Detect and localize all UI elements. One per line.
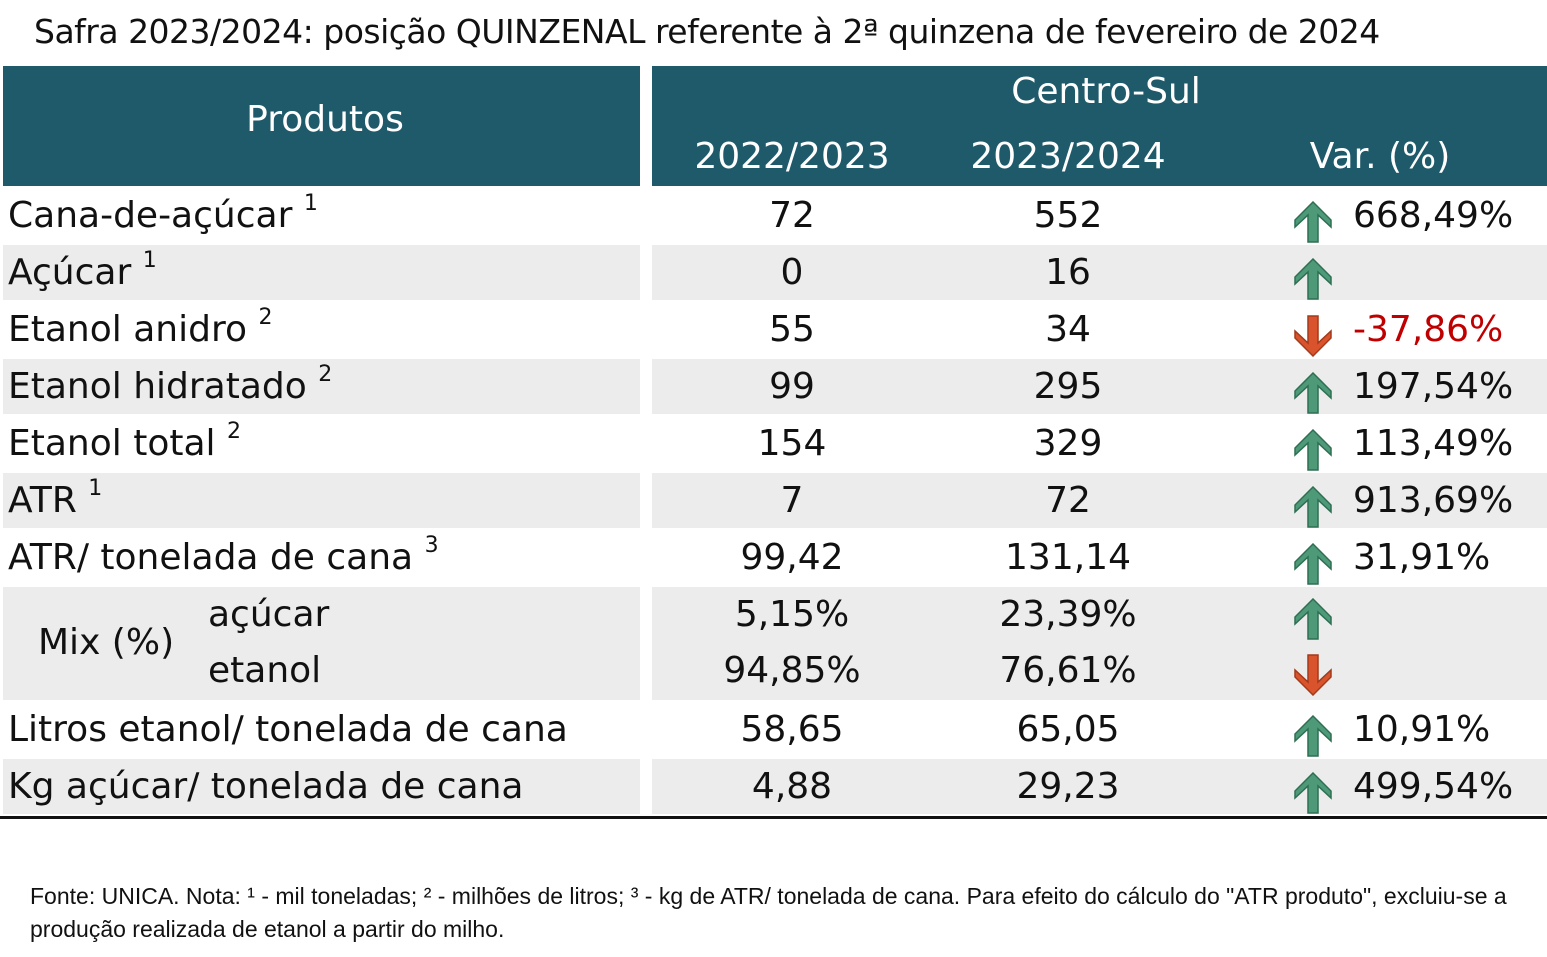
row-label-text: Etanol total	[8, 423, 216, 464]
value-var: 913,69%	[1353, 480, 1514, 521]
table-row: ATR 1 7 72 913,69%	[0, 472, 1547, 529]
value-var: 499,54%	[1353, 766, 1514, 807]
table-bottom-border	[0, 816, 1547, 819]
table-row-mix: Mix (%) açúcar 5,15% 23,39% etanol 94,85…	[0, 586, 1547, 701]
value-2023-2024: 65,05	[1016, 709, 1120, 750]
page-title: Safra 2023/2024: posição QUINZENAL refer…	[34, 12, 1380, 51]
value-2022-2023: 55	[769, 309, 815, 350]
value-var: 10,91%	[1353, 709, 1491, 750]
table-row: Etanol hidratado 2 99 295 197,54%	[0, 358, 1547, 415]
arrow-up-icon	[1294, 598, 1332, 640]
arrow-down-icon	[1294, 654, 1332, 696]
row-label: ATR/ tonelada de cana 3	[8, 533, 439, 578]
value-2022-2023: 154	[757, 423, 827, 464]
value-2022-2023: 99	[769, 366, 815, 407]
row-label: Açúcar 1	[8, 248, 157, 293]
arrow-up-icon	[1294, 201, 1332, 243]
arrow-up-icon	[1294, 772, 1332, 814]
header-col-var: Var. (%)	[1309, 136, 1451, 177]
mix-etanol-label: etanol	[208, 650, 322, 691]
row-label: Cana-de-açúcar 1	[8, 191, 318, 236]
mix-acucar-label: açúcar	[208, 594, 330, 635]
row-label: ATR 1	[8, 476, 102, 521]
mix-acucar-2022-2023: 5,15%	[734, 594, 850, 635]
value-2023-2024: 552	[1033, 195, 1103, 236]
mix-acucar-2023-2024: 23,39%	[999, 594, 1137, 635]
header-region: Centro-Sul	[1011, 71, 1201, 112]
row-label: Etanol hidratado 2	[8, 362, 332, 407]
footnote-marker: 2	[226, 419, 241, 444]
value-2023-2024: 29,23	[1016, 766, 1120, 807]
arrow-down-icon	[1294, 315, 1332, 357]
value-2022-2023: 4,88	[751, 766, 833, 807]
row-label: Kg açúcar/ tonelada de cana	[8, 766, 524, 807]
row-label-text: Litros etanol/ tonelada de cana	[8, 709, 568, 750]
value-2023-2024: 295	[1033, 366, 1103, 407]
footnote-marker: 2	[318, 362, 333, 387]
header-region-cell: Centro-Sul 2022/2023 2023/2024 Var. (%)	[652, 66, 1547, 186]
value-2023-2024: 34	[1045, 309, 1091, 350]
mix-label: Mix (%)	[38, 622, 175, 663]
row-label-text: Kg açúcar/ tonelada de cana	[8, 766, 524, 807]
row-label-text: Etanol anidro	[8, 309, 247, 350]
arrow-up-icon	[1294, 543, 1332, 585]
value-var: 113,49%	[1353, 423, 1514, 464]
mix-etanol-2022-2023: 94,85%	[723, 650, 861, 691]
value-var: -37,86%	[1353, 309, 1504, 350]
table-row: Etanol total 2 154 329 113,49%	[0, 415, 1547, 472]
value-var: 197,54%	[1353, 366, 1514, 407]
row-label-text: ATR/ tonelada de cana	[8, 537, 414, 578]
row-label: Etanol total 2	[8, 419, 241, 464]
value-2023-2024: 329	[1033, 423, 1103, 464]
data-table: Produtos Centro-Sul 2022/2023 2023/2024 …	[0, 66, 1547, 815]
table-row: Litros etanol/ tonelada de cana 58,65 65,0…	[0, 701, 1547, 758]
value-var: 31,91%	[1353, 537, 1491, 578]
header-produtos-cell: Produtos	[3, 66, 640, 186]
footnote-marker: 1	[88, 476, 103, 501]
table-row: Cana-de-açúcar 1 72 552 668,49%	[0, 187, 1547, 244]
arrow-up-icon	[1294, 486, 1332, 528]
table-row: ATR/ tonelada de cana 3 99,42 131,14 31,91%	[0, 529, 1547, 586]
value-2023-2024: 131,14	[1005, 537, 1131, 578]
value-var: 668,49%	[1353, 195, 1514, 236]
footnote: Fonte: UNICA. Nota: ¹ - mil toneladas; ²…	[30, 883, 1507, 942]
footnote-marker: 1	[142, 248, 157, 273]
mix-etanol-2023-2024: 76,61%	[999, 650, 1137, 691]
table-row: Etanol anidro 2 55 34 -37,86%	[0, 301, 1547, 358]
arrow-up-icon	[1294, 372, 1332, 414]
header-col-2023-2024: 2023/2024	[970, 136, 1166, 177]
header-col-2022-2023: 2022/2023	[694, 136, 890, 177]
arrow-up-icon	[1294, 429, 1332, 471]
footnote-marker: 2	[258, 305, 273, 330]
table-header: Produtos Centro-Sul 2022/2023 2023/2024 …	[0, 66, 1547, 187]
row-label-text: Cana-de-açúcar	[8, 195, 293, 236]
value-2022-2023: 58,65	[740, 709, 844, 750]
value-2023-2024: 72	[1045, 480, 1091, 521]
row-label-text: ATR	[8, 480, 77, 521]
value-2023-2024: 16	[1045, 252, 1091, 293]
row-label: Litros etanol/ tonelada de cana	[8, 709, 568, 750]
arrow-up-icon	[1294, 715, 1332, 757]
value-2022-2023: 0	[780, 252, 804, 293]
arrow-up-icon	[1294, 258, 1332, 300]
row-label-text: Etanol hidratado	[8, 366, 307, 407]
row-label-text: Açúcar	[8, 252, 132, 293]
header-produtos: Produtos	[246, 99, 404, 140]
table-row: Açúcar 1 0 16	[0, 244, 1547, 301]
table-row: Kg açúcar/ tonelada de cana 4,88 29,23 499,…	[0, 758, 1547, 815]
value-2022-2023: 7	[780, 480, 804, 521]
footnote-marker: 1	[303, 191, 318, 216]
value-2022-2023: 99,42	[740, 537, 844, 578]
row-label: Etanol anidro 2	[8, 305, 272, 350]
footnote-marker: 3	[424, 533, 439, 558]
value-2022-2023: 72	[769, 195, 815, 236]
